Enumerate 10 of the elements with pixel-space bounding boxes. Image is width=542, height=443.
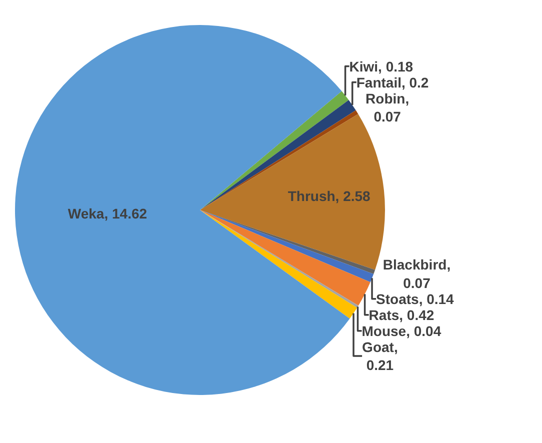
slice-label: Thrush, 2.58: [288, 188, 371, 204]
slice-label: Mouse, 0.04: [362, 322, 442, 339]
slice-label: Kiwi, 0.18: [349, 58, 414, 74]
slice-label: Rats, 0.42: [368, 306, 434, 323]
slice-label: Weka, 14.62: [68, 205, 148, 222]
slice-label: Blackbird, 0.07: [382, 256, 451, 291]
slice-label: Fantail, 0.2: [356, 74, 429, 90]
slice-label: Stoats, 0.14: [376, 290, 454, 307]
slice-label: Robin, 0.07: [366, 90, 410, 124]
slice-label: Goat, 0.21: [362, 338, 398, 374]
